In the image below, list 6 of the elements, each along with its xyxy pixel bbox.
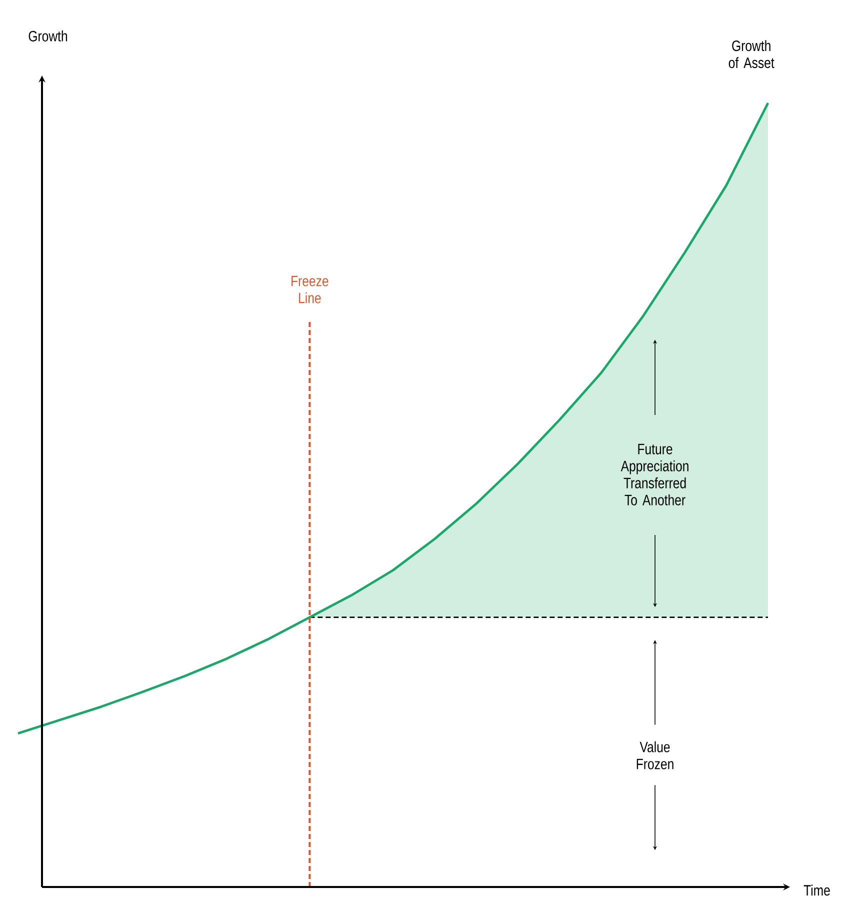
annotation: Freeze Line: [292, 276, 328, 304]
x-axis-title: Time: [804, 884, 830, 896]
y-axis-title: Growth: [28, 30, 68, 42]
annotation: Value Frozen: [636, 741, 674, 770]
text: Growth of Asset: [728, 40, 774, 68]
annotation: Future Appreciation Transferred To Another: [620, 444, 688, 506]
